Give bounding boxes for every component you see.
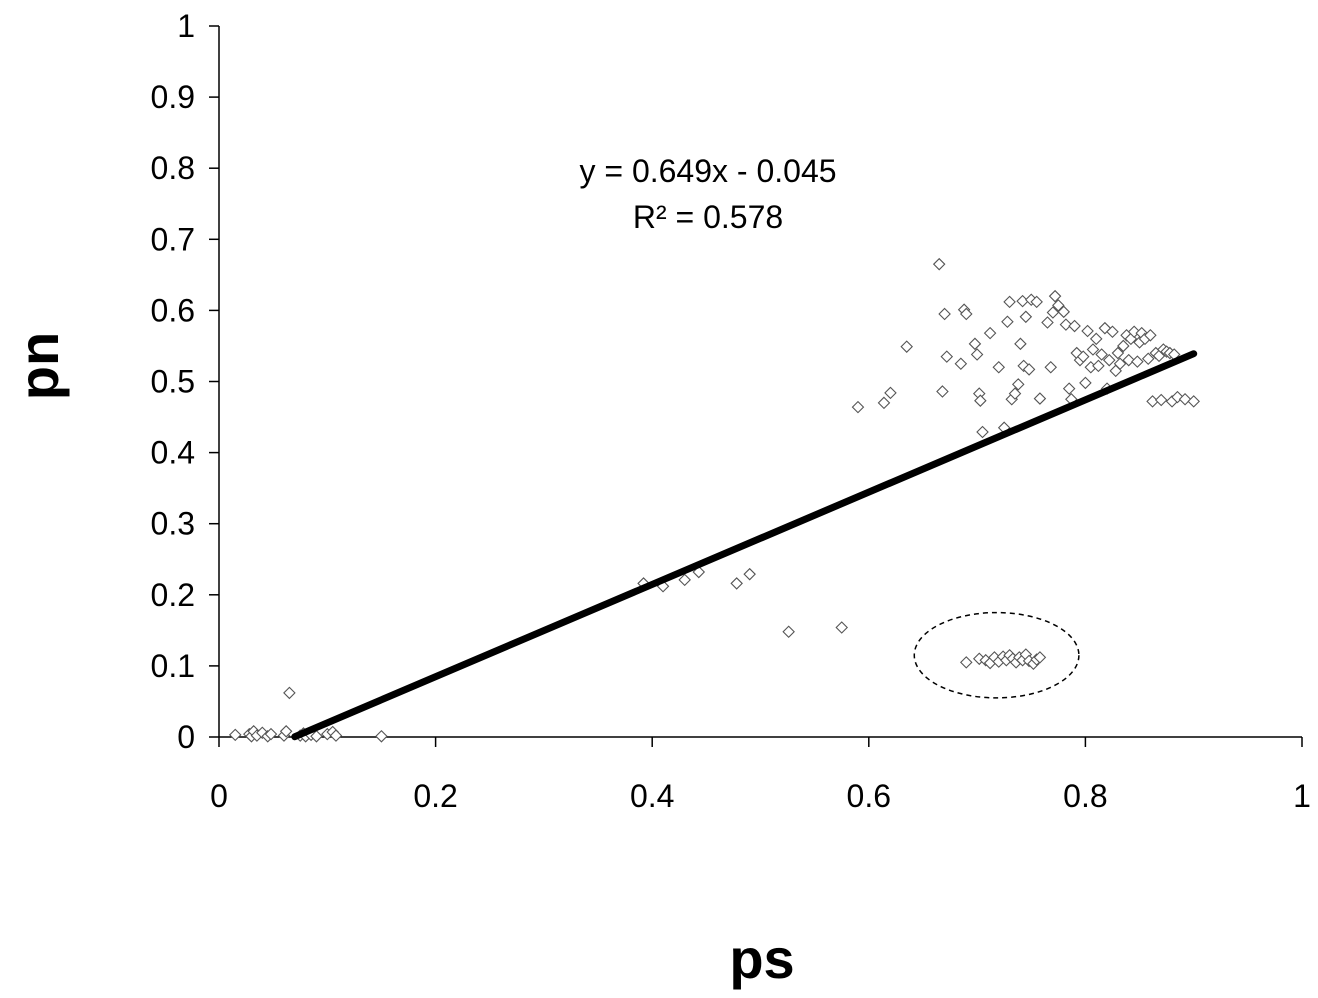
data-point bbox=[959, 656, 973, 669]
axes: 0 0.1 0.2 0.3 0.4 0.5 0.6 0.7 0.8 0.9 1 0 0.2 0.4 0.6… bbox=[151, 8, 1311, 814]
data-point bbox=[279, 725, 293, 738]
data-point bbox=[877, 396, 891, 410]
data-point bbox=[900, 340, 913, 353]
data-point bbox=[1117, 339, 1130, 353]
x-tick-label: 0.2 bbox=[413, 778, 457, 814]
data-point bbox=[1008, 387, 1022, 400]
data-point bbox=[1033, 651, 1047, 664]
data-point bbox=[940, 350, 954, 363]
data-point bbox=[884, 386, 897, 400]
data-point bbox=[976, 425, 989, 439]
data-point bbox=[1086, 343, 1100, 356]
data-point bbox=[1046, 306, 1060, 319]
x-tick-label: 0 bbox=[210, 778, 228, 814]
data-point bbox=[1044, 361, 1058, 374]
data-point bbox=[1022, 363, 1036, 376]
trendline-r-squared: R² = 0.578 bbox=[633, 199, 783, 235]
data-point bbox=[1102, 353, 1116, 367]
data-point bbox=[1033, 392, 1047, 405]
trendline-equation: y = 0.649x - 0.045 bbox=[579, 153, 836, 189]
data-point bbox=[974, 394, 987, 407]
data-point bbox=[678, 573, 691, 587]
x-tick-label: 0.4 bbox=[630, 778, 674, 814]
x-tick-label: 1 bbox=[1293, 778, 1311, 814]
data-point bbox=[1068, 319, 1081, 333]
data-point bbox=[936, 385, 949, 398]
y-ticks: 0 0.1 0.2 0.3 0.4 0.5 0.6 0.7 0.8 0.9 1 bbox=[151, 8, 219, 755]
data-point bbox=[1041, 316, 1054, 329]
data-point bbox=[1131, 355, 1144, 368]
data-point bbox=[835, 621, 849, 634]
data-point bbox=[968, 337, 982, 351]
data-point bbox=[1076, 350, 1090, 363]
data-point bbox=[1122, 353, 1135, 367]
data-point bbox=[1154, 393, 1168, 407]
data-point bbox=[1081, 324, 1094, 338]
data-point bbox=[1003, 295, 1016, 309]
data-point bbox=[1001, 315, 1014, 329]
data-point bbox=[310, 730, 323, 743]
data-point bbox=[1030, 295, 1043, 309]
data-point bbox=[730, 577, 743, 590]
data-point bbox=[782, 625, 795, 639]
data-point bbox=[970, 348, 984, 361]
data-point bbox=[938, 307, 951, 321]
trendline bbox=[291, 350, 1198, 741]
data-point bbox=[983, 326, 997, 340]
data-point bbox=[1019, 310, 1033, 324]
plot-area: 0 0.1 0.2 0.3 0.4 0.5 0.6 0.7 0.8 0.9 1 0 0.2 0.4 0.6… bbox=[151, 8, 1311, 814]
y-tick-label: 0.8 bbox=[151, 150, 195, 186]
y-tick-label: 0.7 bbox=[151, 221, 195, 257]
y-tick-label: 0.4 bbox=[151, 435, 195, 471]
x-ticks: 0 0.2 0.4 0.6 0.8 1 bbox=[210, 737, 1311, 814]
data-point bbox=[1014, 337, 1027, 351]
y-tick-label: 0.6 bbox=[151, 292, 195, 328]
data-point bbox=[1052, 299, 1065, 312]
data-point bbox=[1089, 332, 1103, 346]
data-point bbox=[1144, 329, 1157, 342]
data-point bbox=[743, 567, 756, 581]
y-tick-label: 0 bbox=[177, 719, 195, 755]
data-point bbox=[228, 728, 242, 742]
data-point bbox=[1141, 352, 1155, 366]
data-point bbox=[1095, 348, 1108, 361]
y-tick-label: 1 bbox=[177, 8, 195, 44]
data-point bbox=[992, 361, 1006, 374]
highlight-ellipse bbox=[913, 611, 1080, 699]
x-tick-label: 0.8 bbox=[1063, 778, 1107, 814]
y-tick-label: 0.2 bbox=[151, 577, 195, 613]
data-point bbox=[1079, 376, 1092, 390]
data-point bbox=[959, 307, 973, 321]
data-point bbox=[1048, 289, 1062, 303]
data-point bbox=[851, 400, 865, 414]
y-axis-title: pn bbox=[7, 332, 70, 400]
data-point bbox=[1111, 346, 1125, 360]
data-point bbox=[1187, 395, 1200, 408]
data-point bbox=[1011, 378, 1025, 391]
data-point bbox=[1057, 305, 1071, 319]
y-tick-label: 0.3 bbox=[151, 506, 195, 542]
data-point bbox=[1062, 382, 1076, 395]
data-point bbox=[1092, 359, 1105, 373]
data-point bbox=[1178, 392, 1192, 406]
data-point bbox=[375, 730, 388, 743]
y-tick-label: 0.9 bbox=[151, 79, 195, 115]
y-tick-label: 0.5 bbox=[151, 364, 195, 400]
data-point bbox=[283, 686, 296, 700]
data-point bbox=[329, 729, 343, 742]
data-point bbox=[1113, 357, 1127, 371]
data-point bbox=[932, 257, 946, 271]
data-points bbox=[228, 257, 1200, 743]
data-point bbox=[1059, 318, 1073, 331]
y-tick-label: 0.1 bbox=[151, 648, 195, 684]
x-tick-label: 0.6 bbox=[847, 778, 891, 814]
data-point bbox=[954, 357, 968, 371]
data-point bbox=[264, 727, 278, 741]
x-axis-title: ps bbox=[729, 927, 794, 990]
data-point bbox=[1106, 325, 1119, 339]
